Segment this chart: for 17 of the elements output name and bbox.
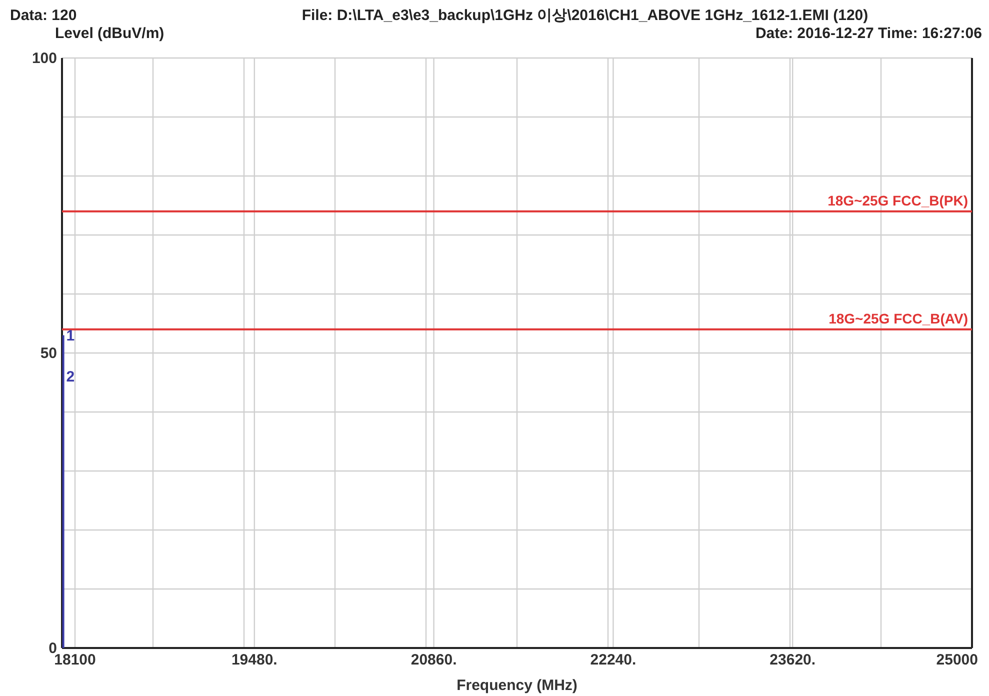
text: Data: 120 xyxy=(10,7,77,24)
annotation: 2 xyxy=(66,368,75,386)
ref-line-label: 18G~25G FCC_B(PK) xyxy=(828,192,968,208)
x-tick-label: 25000 xyxy=(936,652,978,669)
x-axis-title: Frequency (MHz) xyxy=(456,677,578,694)
ref-line-label: 18G~25G FCC_B(AV) xyxy=(828,310,968,326)
chart-title: File: D:\LTA_e3\e3_backup\1GHz 이상\2016\CH1_ABOVE 1GHz_1612-1.EMI (120) xyxy=(302,7,868,24)
x-tick-label: 19480. xyxy=(231,652,278,669)
x-tick-label: 18100 xyxy=(54,652,96,669)
y-tick-label: 100 xyxy=(32,50,57,67)
x-tick-label: 20860. xyxy=(410,652,457,669)
annotation: 1 xyxy=(66,327,75,344)
y-tick-label: 50 xyxy=(40,344,57,362)
x-tick-label: 22240. xyxy=(590,652,636,669)
x-tick-label: 23620. xyxy=(770,652,816,669)
y-axis-title: Level (dBuV/m) xyxy=(55,25,164,42)
text: Date: 2016-12-27 Time: 16:27:06 xyxy=(755,25,982,42)
